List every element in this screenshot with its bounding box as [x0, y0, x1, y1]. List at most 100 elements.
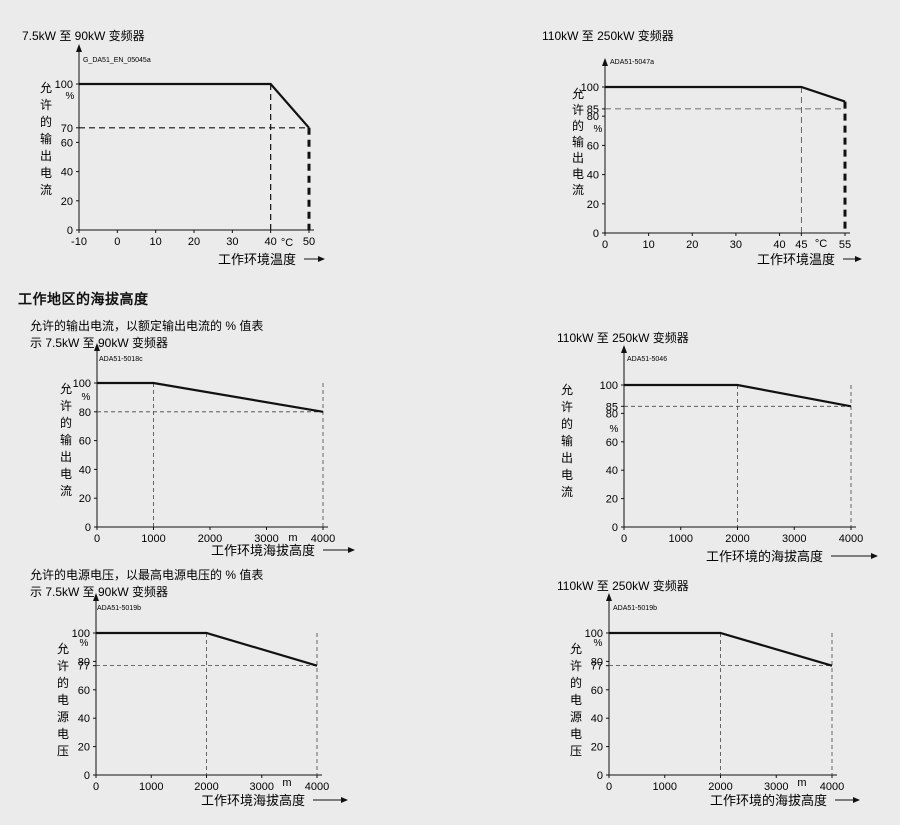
y-tick-label: 40: [587, 170, 599, 182]
x-axis-label: 工作环境的海拔高度: [706, 549, 823, 564]
chart-code-label: ADA51-5047a: [610, 59, 654, 66]
chart-code-label: ADA51-5019b: [97, 605, 141, 612]
chart-title: 允许的输出电流，以额定输出电流的 % 值表: [30, 318, 263, 333]
y-tick-label: 60: [78, 685, 90, 697]
x-axis-label-arrow: [318, 256, 325, 262]
y-tick-label: 100: [55, 79, 73, 91]
chart-title: 允许的电源电压，以最高电源电压的 % 值表: [30, 567, 263, 582]
y-axis-label-char: 允: [40, 80, 52, 95]
y-axis-arrow: [94, 343, 100, 351]
series-line: [96, 631, 318, 667]
y-axis-label-char: 输: [60, 432, 72, 447]
y-axis-label-char: 电: [572, 167, 584, 181]
y-tick-label: 60: [606, 437, 618, 449]
x-tick-label: 4000: [820, 781, 844, 793]
y-unit-label: %: [66, 91, 75, 102]
y-tick-label: 0: [85, 522, 91, 534]
y-tick-label: 70: [61, 123, 73, 135]
x-tick-label: 4000: [305, 781, 329, 793]
y-axis-label-char: 电: [40, 166, 52, 180]
y-axis-label-char: 流: [561, 485, 573, 499]
y-tick-label: 0: [67, 225, 73, 237]
y-axis-label-char: 电: [60, 467, 72, 481]
y-axis-label-char: 输: [561, 433, 573, 448]
y-axis-label-char: 出: [40, 149, 52, 163]
y-tick-label: 0: [612, 522, 618, 534]
x-axis-label: 工作环境海拔高度: [211, 543, 315, 558]
x-tick-label: 0: [606, 781, 612, 793]
y-tick-label: 80: [79, 407, 91, 419]
x-tick-label: 1000: [139, 781, 163, 793]
y-tick-label: 40: [79, 464, 91, 476]
y-unit-label: %: [594, 124, 603, 135]
y-axis-label-char: 出: [60, 450, 72, 464]
y-axis-label-char: 出: [561, 451, 573, 465]
y-tick-label: 80: [591, 656, 603, 668]
x-tick-label: 4000: [311, 533, 335, 545]
x-axis-label-arrow: [871, 553, 878, 559]
x-tick-label: 1000: [669, 533, 693, 545]
x-axis-label-arrow: [341, 797, 348, 803]
y-tick-label: 0: [84, 770, 90, 782]
y-tick-label: 80: [606, 408, 618, 420]
chart-4: 110kW 至 250kW 变频器 ADA51-5046 允许的输出电流% 0 20 40…: [557, 330, 878, 564]
y-tick-label: 20: [79, 493, 91, 505]
chart-code-label: ADA51-5018c: [99, 356, 143, 363]
x-tick-label: 0: [602, 239, 608, 251]
y-axis-label-char: 流: [40, 183, 52, 197]
y-tick-label: 40: [591, 713, 603, 725]
series-line: [79, 82, 310, 129]
y-unit-label: %: [610, 424, 619, 435]
y-axis-label-char: 流: [60, 484, 72, 498]
x-tick-label: 0: [114, 236, 120, 248]
y-axis-label-char: 允: [572, 86, 584, 101]
y-axis-label-char: 许: [572, 103, 584, 117]
x-unit-label: m: [282, 777, 291, 789]
y-tick-label: 60: [79, 436, 91, 448]
y-axis-label-char: 的: [561, 416, 573, 431]
x-tick-label: 3000: [250, 781, 274, 793]
x-tick-label: -10: [71, 236, 87, 248]
y-tick-label: 77: [78, 661, 90, 673]
chart-title: 示 7.5kW 至 90kW 变频器: [30, 335, 168, 350]
y-axis-label-char: 的: [57, 675, 69, 690]
y-axis-label-char: 电: [570, 693, 582, 707]
x-unit-label: m: [797, 777, 806, 789]
x-tick-label: 40: [265, 236, 277, 248]
y-tick-label: 60: [61, 137, 73, 149]
series-line: [97, 381, 324, 413]
x-tick-label: 10: [643, 239, 655, 251]
y-tick-label: 20: [591, 742, 603, 754]
y-axis-label-char: 允: [57, 641, 69, 656]
series-line: [605, 85, 846, 103]
y-axis-label-char: 允: [561, 382, 573, 397]
chart-2: 110kW 至 250kW 变频器 ADA51-5047a 允许的输出电流% 0 20 4…: [542, 28, 862, 267]
y-tick-label: 20: [587, 199, 599, 211]
y-tick-label: 20: [78, 742, 90, 754]
y-tick-label: 85: [606, 401, 618, 413]
y-tick-label: 0: [593, 228, 599, 240]
y-tick-label: 40: [61, 167, 73, 179]
y-axis-label-char: 许: [60, 399, 72, 413]
x-tick-label: 3000: [254, 533, 278, 545]
y-axis-label-char: 出: [572, 151, 584, 165]
x-tick-label: 50: [303, 236, 315, 248]
y-axis-label-char: 压: [570, 744, 582, 758]
series-line: [624, 383, 852, 408]
y-axis-arrow: [602, 58, 608, 66]
x-tick-label: 2000: [194, 781, 218, 793]
x-axis-label: 工作环境温度: [218, 252, 296, 267]
x-tick-label: 0: [94, 533, 100, 545]
y-axis-arrow: [93, 593, 99, 601]
x-tick-label: 40: [773, 239, 785, 251]
x-unit-label: °C: [815, 238, 827, 250]
x-tick-label: 20: [686, 239, 698, 251]
y-tick-label: 20: [61, 196, 73, 208]
chart-title: 110kW 至 250kW 变频器: [557, 578, 689, 593]
y-axis-label-char: 的: [60, 415, 72, 430]
x-tick-label: 2000: [725, 533, 749, 545]
y-tick-label: 40: [78, 713, 90, 725]
x-tick-label: 2000: [708, 781, 732, 793]
x-tick-label: 30: [226, 236, 238, 248]
